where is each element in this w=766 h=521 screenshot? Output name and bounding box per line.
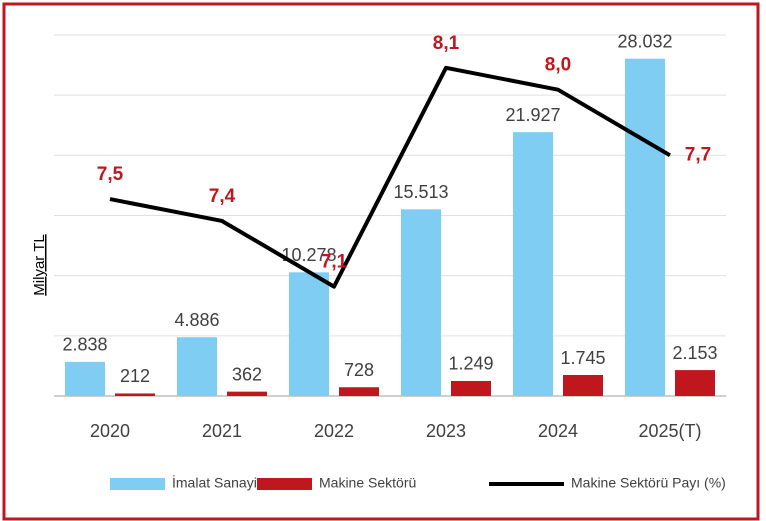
bar xyxy=(451,380,491,396)
legend-swatch xyxy=(257,478,312,490)
line-label: 7,4 xyxy=(209,186,236,207)
line-label: 7,7 xyxy=(685,144,711,165)
bar xyxy=(625,58,665,396)
line-label: 7,5 xyxy=(97,164,124,185)
data-label: 4.886 xyxy=(174,310,219,330)
bar xyxy=(401,209,441,396)
legend-label: İmalat Sanayi xyxy=(172,474,257,491)
bar xyxy=(115,393,155,396)
x-tick-label: 2022 xyxy=(314,421,354,441)
line-label: 8,0 xyxy=(545,55,571,76)
x-tick-label: 2025(T) xyxy=(638,421,701,441)
legend-swatch xyxy=(110,478,165,490)
data-label: 2.153 xyxy=(672,343,717,363)
data-label: 28.032 xyxy=(617,31,672,51)
bar xyxy=(227,391,267,396)
x-tick-label: 2020 xyxy=(90,421,130,441)
bar xyxy=(177,337,217,396)
legend-label: Makine Sektörü xyxy=(319,475,416,491)
legend-label: Makine Sektörü Payı (%) xyxy=(571,475,726,491)
line-label: 7,1 xyxy=(321,252,348,273)
data-label: 21.927 xyxy=(505,105,560,125)
data-label: 212 xyxy=(120,366,150,386)
x-tick-label: 2023 xyxy=(426,421,466,441)
line-label: 8,1 xyxy=(433,33,460,54)
bar xyxy=(65,361,105,396)
data-label: 2.838 xyxy=(62,335,107,355)
bar xyxy=(289,272,329,396)
bar xyxy=(675,370,715,396)
y-axis-label: Milyar TL xyxy=(31,234,48,295)
data-label: 15.513 xyxy=(393,182,448,202)
data-label: 728 xyxy=(344,360,374,380)
data-label: 362 xyxy=(232,364,262,384)
data-label: 10.278 xyxy=(281,245,336,265)
data-label: 1.249 xyxy=(448,354,493,374)
bar xyxy=(563,375,603,396)
data-label: 1.745 xyxy=(560,348,605,368)
bar xyxy=(513,132,553,397)
line xyxy=(109,65,672,289)
bar xyxy=(339,387,379,396)
x-tick-label: 2024 xyxy=(538,421,578,441)
x-tick-label: 2021 xyxy=(202,421,242,441)
